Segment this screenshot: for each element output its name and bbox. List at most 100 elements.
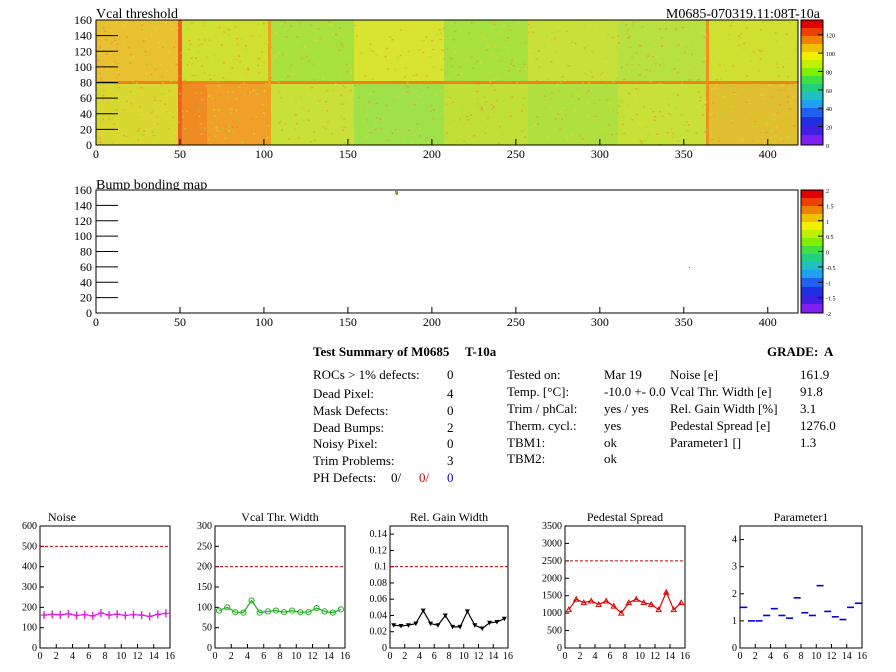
pixel (745, 101, 747, 103)
pixel (680, 43, 683, 45)
pixel (593, 103, 596, 105)
pixel (537, 50, 540, 52)
y-tick-label: 0.14 (370, 529, 388, 540)
condition-label: Temp. [°C]: (507, 384, 570, 399)
pixel (463, 92, 465, 94)
defect-label: Trim Problems: (313, 453, 395, 468)
pixel (151, 131, 154, 133)
z-tick-label: 80 (826, 70, 832, 76)
pixel (579, 135, 582, 137)
pixel (170, 97, 172, 100)
pixel (489, 53, 492, 55)
pixel (617, 35, 620, 37)
pixel (268, 36, 271, 38)
pixel (345, 102, 348, 104)
pixel (512, 65, 515, 67)
data-point (413, 621, 419, 627)
pixel (234, 26, 237, 28)
pixel (348, 30, 351, 32)
pixel (640, 140, 643, 143)
pixel (115, 108, 118, 111)
data-point (647, 600, 655, 607)
pixel (344, 114, 347, 117)
pixel (502, 26, 505, 28)
pixel (573, 121, 576, 123)
pixel (261, 103, 264, 106)
pixel (115, 21, 118, 24)
pixel (143, 130, 146, 132)
pixel (181, 75, 184, 78)
pixel (524, 136, 527, 138)
pixel (476, 102, 479, 104)
pixel (705, 128, 708, 130)
pixel (160, 84, 163, 87)
pixel (403, 76, 406, 78)
pixel (480, 106, 483, 108)
pixel (184, 128, 187, 130)
data-point (632, 595, 640, 602)
pixel (591, 141, 593, 143)
pixel (490, 57, 492, 59)
pixel (208, 39, 211, 41)
pixel (699, 96, 702, 99)
x-tick-label: 50 (174, 147, 186, 160)
roc-block (708, 82, 798, 145)
pixel (103, 30, 106, 32)
pixel (243, 82, 246, 85)
pixel (117, 62, 120, 65)
y-tick-label: 2 (732, 589, 737, 600)
pixel (222, 77, 224, 79)
pixel (433, 49, 436, 52)
pixel (430, 110, 432, 112)
x-tick-label: 200 (423, 147, 441, 160)
pixel (649, 69, 651, 72)
pixel (112, 100, 115, 102)
pixel (772, 65, 775, 67)
pixel (761, 58, 764, 60)
pixel (314, 139, 317, 142)
pixel (209, 78, 212, 81)
pixel (749, 25, 752, 27)
pixel (432, 66, 435, 68)
y-tick-label: 200 (197, 562, 212, 573)
pixel (535, 58, 538, 60)
pixel (218, 26, 221, 29)
data-point (130, 610, 137, 619)
data-point (224, 604, 231, 611)
pixel (625, 62, 628, 65)
pixel (199, 123, 202, 125)
y-tick-label: 0.08 (370, 578, 388, 589)
pixel (543, 45, 546, 48)
pixel (380, 86, 383, 89)
pixel (136, 52, 139, 55)
pixel (524, 68, 527, 70)
data-point (272, 607, 280, 614)
pixel (628, 35, 631, 38)
pixel (759, 132, 762, 134)
pixel (631, 64, 634, 66)
pixel (435, 29, 438, 31)
pixel (611, 110, 614, 112)
pixel (366, 113, 369, 116)
pixel (767, 119, 770, 122)
pixel (733, 52, 735, 54)
pixel (106, 53, 108, 55)
pixel (774, 32, 777, 34)
pixel (323, 123, 326, 125)
pixel (616, 112, 619, 114)
pixel (670, 115, 673, 117)
pixel (606, 99, 609, 101)
pixel (155, 28, 158, 30)
pixel (499, 126, 502, 128)
pixel (487, 36, 490, 39)
pixel (778, 89, 781, 91)
pixel (695, 131, 698, 134)
pixel (762, 21, 764, 23)
pixel (393, 100, 395, 102)
pixel (738, 35, 740, 37)
pixel (238, 86, 240, 88)
chart-frame (39, 525, 171, 649)
pixel (136, 130, 139, 132)
pixel (113, 60, 116, 63)
pixel (449, 138, 452, 141)
